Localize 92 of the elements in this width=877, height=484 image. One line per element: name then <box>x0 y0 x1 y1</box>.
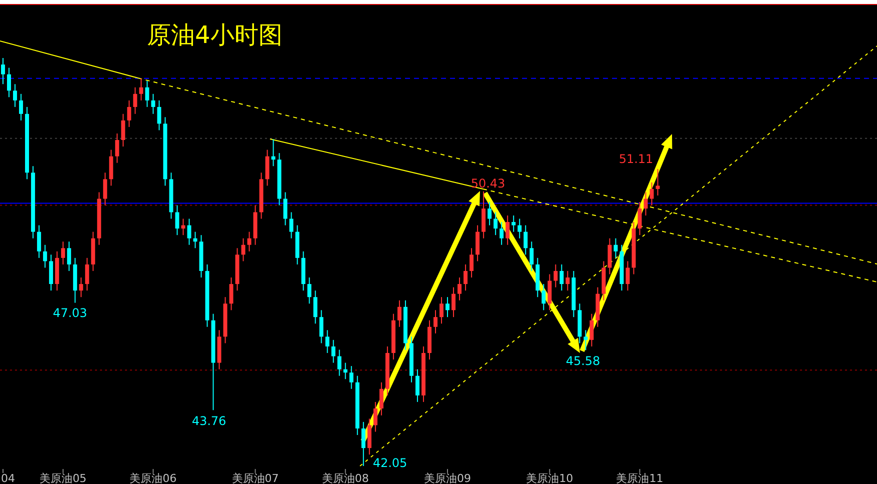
candlestick <box>319 310 324 344</box>
candlestick <box>265 149 270 186</box>
candlestick <box>458 277 462 301</box>
candlestick <box>373 401 378 432</box>
candlestick <box>271 138 276 167</box>
x-tick-label: 美原油06 <box>130 472 177 484</box>
annotation: 51.11 <box>618 152 654 166</box>
candlestick <box>121 113 126 148</box>
candlestick <box>307 277 312 304</box>
x-tick-label: 美原油09 <box>424 472 472 484</box>
candlestick <box>103 172 108 206</box>
x-tick-label: 美原油08 <box>322 472 369 484</box>
candlestick <box>638 202 642 236</box>
candlestick <box>367 418 372 456</box>
x-tick-label: 美原油11 <box>616 472 664 484</box>
candlestick <box>49 254 54 292</box>
candlestick <box>109 149 114 186</box>
candlestick <box>7 67 12 98</box>
x-tick-label: 美原油10 <box>526 472 574 484</box>
annotation: 42.05 <box>372 456 408 470</box>
candlestick <box>331 339 336 364</box>
candlestick <box>415 368 420 402</box>
candlestick <box>37 224 42 258</box>
candlestick <box>175 204 180 236</box>
candlestick <box>470 248 474 278</box>
candlestick <box>560 264 564 292</box>
candlestick <box>127 100 132 128</box>
candlestick <box>85 257 90 292</box>
candlestick <box>151 93 156 114</box>
candlestick <box>247 231 252 252</box>
candlestick <box>584 330 588 351</box>
candlestick <box>19 93 24 121</box>
candlestick <box>133 86 138 114</box>
annotation: 47.03 <box>52 306 88 320</box>
candlestick <box>614 238 618 258</box>
candlestick <box>644 192 648 216</box>
candlestick <box>656 168 660 196</box>
candlestick <box>433 310 438 334</box>
candlestick <box>464 264 468 292</box>
candlestick <box>67 241 72 272</box>
candlestick <box>452 286 456 318</box>
candlestick <box>43 244 48 268</box>
annotation: 45.58 <box>566 354 600 368</box>
candlestick <box>530 241 534 272</box>
candlestick <box>440 296 444 324</box>
candlestick <box>488 202 492 226</box>
candlestick <box>349 366 354 390</box>
candlestick <box>343 362 348 380</box>
candlestick <box>361 421 366 466</box>
candlestick <box>506 214 510 246</box>
candlestick <box>79 277 84 298</box>
candlestick <box>518 218 522 239</box>
candlestick <box>590 313 594 347</box>
candlestick <box>524 224 528 256</box>
candlestick <box>476 224 480 262</box>
x-tick-label: 美原油07 <box>232 472 279 484</box>
candlestick <box>241 238 246 262</box>
candlestick <box>500 222 504 246</box>
candlestick <box>181 218 186 236</box>
candlestick <box>115 132 120 164</box>
candlestick <box>229 277 234 311</box>
annotation: 43.76 <box>192 414 226 428</box>
candlestick <box>650 182 654 206</box>
candlestick <box>548 274 552 311</box>
candlestick <box>542 284 546 311</box>
candlestick <box>608 238 612 275</box>
candlestick <box>61 241 66 265</box>
candlestick <box>145 80 150 108</box>
candlestick <box>193 231 198 249</box>
x-tick-label: 04 <box>1 472 15 484</box>
candlestick <box>313 290 318 324</box>
annotation: 50.43 <box>470 176 506 190</box>
candlestick <box>187 218 192 246</box>
x-tick-label: 美原油05 <box>40 472 87 484</box>
candlestick <box>337 349 342 376</box>
candlestick <box>446 296 450 318</box>
candlestick <box>157 100 162 131</box>
candlestick <box>139 78 144 101</box>
candlestick <box>566 270 570 292</box>
candlestick <box>626 260 630 292</box>
candlestick <box>482 190 486 239</box>
candlestick <box>1 58 6 85</box>
candlestick <box>283 192 288 226</box>
candlestick <box>325 330 330 354</box>
candlestick <box>289 212 294 239</box>
candlestick <box>13 84 18 108</box>
candlestick <box>397 300 402 328</box>
candlestick <box>379 382 384 416</box>
candlestick <box>512 214 516 232</box>
candlestick <box>494 212 498 236</box>
chart-title: 原油4小时图 <box>147 21 282 49</box>
candlestick <box>554 264 558 288</box>
